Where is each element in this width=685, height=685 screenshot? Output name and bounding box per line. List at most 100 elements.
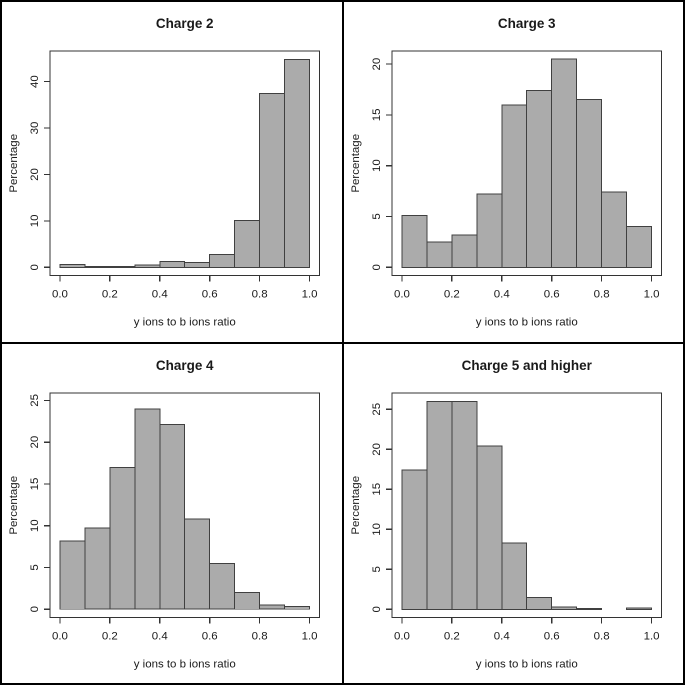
y-tick-label: 10 <box>29 519 41 532</box>
chart-title: Charge 3 <box>497 16 555 31</box>
bars <box>400 58 652 268</box>
y-tick-label: 10 <box>370 159 382 172</box>
histogram-bar <box>400 214 427 268</box>
x-tick-label: 0.2 <box>443 289 459 301</box>
x-axis: 0.0 0.2 0.4 0.6 0.8 1.0 <box>52 275 318 301</box>
chart-title: Charge 2 <box>156 16 214 31</box>
histogram-bar <box>450 400 477 610</box>
histogram-bar <box>500 541 527 610</box>
histogram-bar <box>209 562 236 610</box>
x-axis: 0.0 0.2 0.4 0.6 0.8 1.0 <box>52 617 318 642</box>
histogram-bar <box>575 99 602 268</box>
x-axis-title: y ions to b ions ratio <box>134 658 236 670</box>
plot-box <box>49 50 321 277</box>
chart-title: Charge 5 and higher <box>461 357 592 372</box>
y-axis: 0 5 10 15 20 <box>370 58 392 271</box>
x-tick-label: 1.0 <box>302 630 318 642</box>
bars <box>59 58 311 268</box>
x-tick-label: 0.4 <box>493 630 510 642</box>
x-tick-label: 0.8 <box>593 289 609 301</box>
y-tick-label: 20 <box>29 435 41 448</box>
x-tick-label: 0.0 <box>393 289 409 301</box>
histogram-bar <box>184 262 211 268</box>
plot-box <box>390 50 662 277</box>
histogram-bar <box>475 445 502 610</box>
y-tick-label: 0 <box>29 264 41 270</box>
histogram-bar <box>109 466 136 610</box>
y-tick-label: 0 <box>29 606 41 612</box>
histogram-bar <box>84 266 111 268</box>
histogram-bar <box>134 407 161 610</box>
y-tick-label: 25 <box>29 394 41 407</box>
histogram-bar <box>59 264 86 268</box>
y-tick-label: 15 <box>29 477 41 490</box>
x-tick-label: 0.2 <box>102 289 118 301</box>
histogram-charge-3: Charge 3 0.0 0.2 0.4 0.6 0.8 1.0 y ions to b io… <box>349 16 662 329</box>
x-axis-title: y ions to b ions ratio <box>134 317 236 329</box>
histogram-bar <box>625 226 652 268</box>
y-tick-label: 10 <box>29 214 41 227</box>
bars <box>400 400 652 610</box>
x-tick-label: 0.4 <box>152 630 169 642</box>
histogram-bar <box>184 518 211 610</box>
histogram-bar <box>625 607 652 610</box>
x-tick-label: 0.6 <box>543 630 559 642</box>
x-tick-label: 0.4 <box>152 289 169 301</box>
histogram-bar <box>234 591 261 610</box>
x-tick-label: 1.0 <box>643 289 659 301</box>
histogram-charge-2: Charge 2 0.0 0.2 0.4 0.6 0.8 1.0 y ions to b io… <box>8 16 321 329</box>
y-tick-label: 15 <box>370 482 382 495</box>
y-tick-label: 0 <box>370 606 382 612</box>
histogram-charge-4: Charge 4 0.0 0.2 0.4 0.6 0.8 1.0 y ions to b io… <box>8 357 321 670</box>
histogram-bar <box>134 264 161 268</box>
histogram-bar <box>159 261 186 268</box>
panel-charge-5-and-higher: Charge 5 and higher 0.0 0.2 0.4 0.6 0.8 1.0 y i… <box>343 343 683 683</box>
x-tick-label: 0.0 <box>393 630 409 642</box>
histogram-bar <box>284 58 311 268</box>
histogram-bar <box>550 605 577 610</box>
y-tick-label: 10 <box>370 522 382 535</box>
y-axis-title: Percentage <box>349 134 361 193</box>
panel-charge-2: Charge 2 0.0 0.2 0.4 0.6 0.8 1.0 y ions to b io… <box>2 2 342 342</box>
x-tick-label: 0.0 <box>52 630 68 642</box>
x-tick-label: 0.6 <box>543 289 559 301</box>
panel-charge-4: Charge 4 0.0 0.2 0.4 0.6 0.8 1.0 y ions to b io… <box>2 343 342 683</box>
y-tick-label: 0 <box>370 264 382 270</box>
plot-box <box>390 391 662 618</box>
x-axis: 0.0 0.2 0.4 0.6 0.8 1.0 <box>393 275 659 301</box>
histogram-bar <box>234 219 261 268</box>
x-tick-label: 0.2 <box>102 630 118 642</box>
y-tick-label: 20 <box>370 442 382 455</box>
histogram-bar <box>475 193 502 268</box>
histogram-bar <box>259 93 286 268</box>
y-tick-label: 20 <box>370 58 382 71</box>
histogram-bar <box>500 104 527 268</box>
panel-charge-3: Charge 3 0.0 0.2 0.4 0.6 0.8 1.0 y ions to b io… <box>343 2 683 342</box>
histogram-bar <box>259 604 286 610</box>
x-tick-label: 0.0 <box>52 289 68 301</box>
x-tick-label: 0.8 <box>252 630 268 642</box>
chart-title: Charge 4 <box>156 357 214 372</box>
bars <box>59 407 311 610</box>
y-axis: 0 10 20 30 40 <box>29 75 50 271</box>
x-tick-label: 0.8 <box>252 289 268 301</box>
y-tick-label: 20 <box>29 168 41 181</box>
y-axis-title: Percentage <box>8 134 20 193</box>
x-tick-label: 0.8 <box>593 630 609 642</box>
histogram-bar <box>450 234 477 268</box>
y-tick-label: 30 <box>29 122 41 135</box>
histogram-bar <box>159 423 186 610</box>
x-tick-label: 0.6 <box>202 289 218 301</box>
y-tick-label: 5 <box>29 564 41 570</box>
y-tick-label: 40 <box>29 75 41 88</box>
y-axis: 0 5 10 15 20 25 <box>29 394 50 612</box>
histogram-bar <box>400 469 427 610</box>
histogram-charge-5-and-higher: Charge 5 and higher 0.0 0.2 0.4 0.6 0.8 1.0 y i… <box>349 357 662 670</box>
histogram-bar <box>59 539 86 610</box>
y-tick-label: 5 <box>370 566 382 572</box>
x-tick-label: 1.0 <box>643 630 659 642</box>
x-tick-label: 0.2 <box>443 630 459 642</box>
histogram-bar <box>600 191 627 268</box>
histogram-bar <box>550 58 577 268</box>
